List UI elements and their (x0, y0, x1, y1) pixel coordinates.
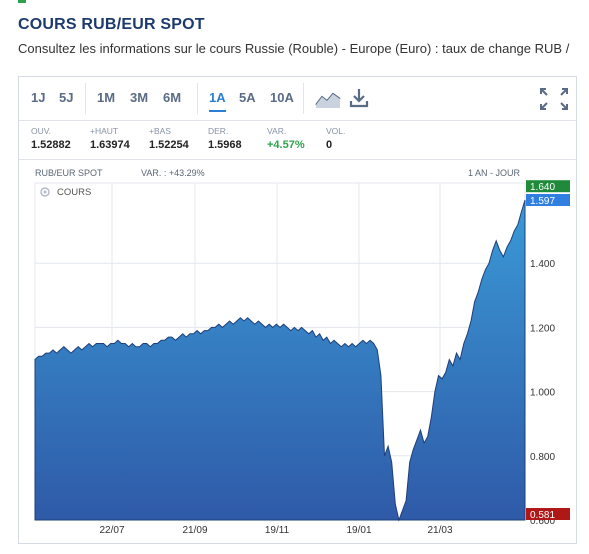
period-1a-button[interactable]: 1A (209, 90, 226, 112)
last-price-marker: 1.597 (526, 194, 570, 207)
y-tick-label: 0.800 (530, 452, 555, 463)
settings-icon[interactable] (40, 187, 50, 197)
y-tick-label: 1.400 (530, 259, 555, 270)
y-tick-label: 0.600 (530, 516, 555, 527)
period-6m-button[interactable]: 6M (163, 90, 182, 105)
x-tick-label: 22/07 (99, 525, 124, 536)
period-10a-button[interactable]: 10A (270, 90, 294, 105)
stat-ouverture: OUV. 1.52882 (31, 126, 71, 151)
period-5j-button[interactable]: 5J (59, 90, 74, 105)
price-chart: 0.600 0.800 1.000 1.200 1.400 22/07 21/09 19/1… (34, 180, 570, 536)
x-tick-label: 19/01 (346, 525, 371, 536)
toolbar-separator (85, 83, 86, 114)
x-tick-label: 21/09 (182, 525, 207, 536)
stat-variation: VAR. +4.57% (267, 126, 305, 151)
period-3m-button[interactable]: 3M (130, 90, 149, 105)
min-price-marker: 0.581 (526, 508, 570, 521)
stat-bas: +BAS 1.52254 (149, 126, 189, 151)
download-icon[interactable] (349, 87, 369, 114)
stat-haut: +HAUT 1.63974 (90, 126, 130, 151)
fullscreen-icon[interactable] (539, 87, 569, 116)
y-tick-label: 1.200 (530, 323, 555, 334)
chart-panel: 1J 5J 1M 3M 6M 1A 5A 10A OUV. 1.52882 +HA… (18, 76, 577, 544)
x-tick-label: 19/11 (265, 525, 290, 536)
legend: COURS (40, 187, 91, 198)
chart-variation-label: VAR. : +43.29% (141, 168, 205, 178)
chart-type-icon[interactable] (315, 89, 343, 114)
svg-text:1.640: 1.640 (530, 182, 555, 193)
page-title: COURS RUB/EUR SPOT (18, 16, 205, 33)
period-1m-button[interactable]: 1M (97, 90, 116, 105)
page-subtitle: Consultez les informations sur le cours … (18, 41, 570, 56)
top-accent-mark (18, 0, 26, 3)
stats-bar: OUV. 1.52882 +HAUT 1.63974 +BAS 1.52254 DER… (19, 121, 576, 160)
svg-text:1.597: 1.597 (530, 196, 555, 207)
stat-volume: VOL. 0 (326, 126, 346, 151)
y-tick-label: 1.000 (530, 388, 555, 399)
period-1j-button[interactable]: 1J (31, 90, 46, 105)
legend-cours: COURS (57, 187, 91, 198)
chart-toolbar: 1J 5J 1M 3M 6M 1A 5A 10A (19, 77, 576, 121)
chart-period-label: 1 AN - JOUR (468, 168, 521, 178)
svg-text:0.581: 0.581 (530, 510, 555, 521)
period-5a-button[interactable]: 5A (239, 90, 256, 105)
price-area (34, 199, 526, 522)
x-tick-label: 21/03 (427, 525, 452, 536)
toolbar-separator (197, 83, 198, 114)
toolbar-separator (303, 83, 304, 114)
max-price-marker: 1.640 (526, 180, 570, 193)
stat-dernier: DER. 1.5968 (208, 126, 242, 151)
chart-instrument-label: RUB/EUR SPOT (35, 168, 103, 178)
